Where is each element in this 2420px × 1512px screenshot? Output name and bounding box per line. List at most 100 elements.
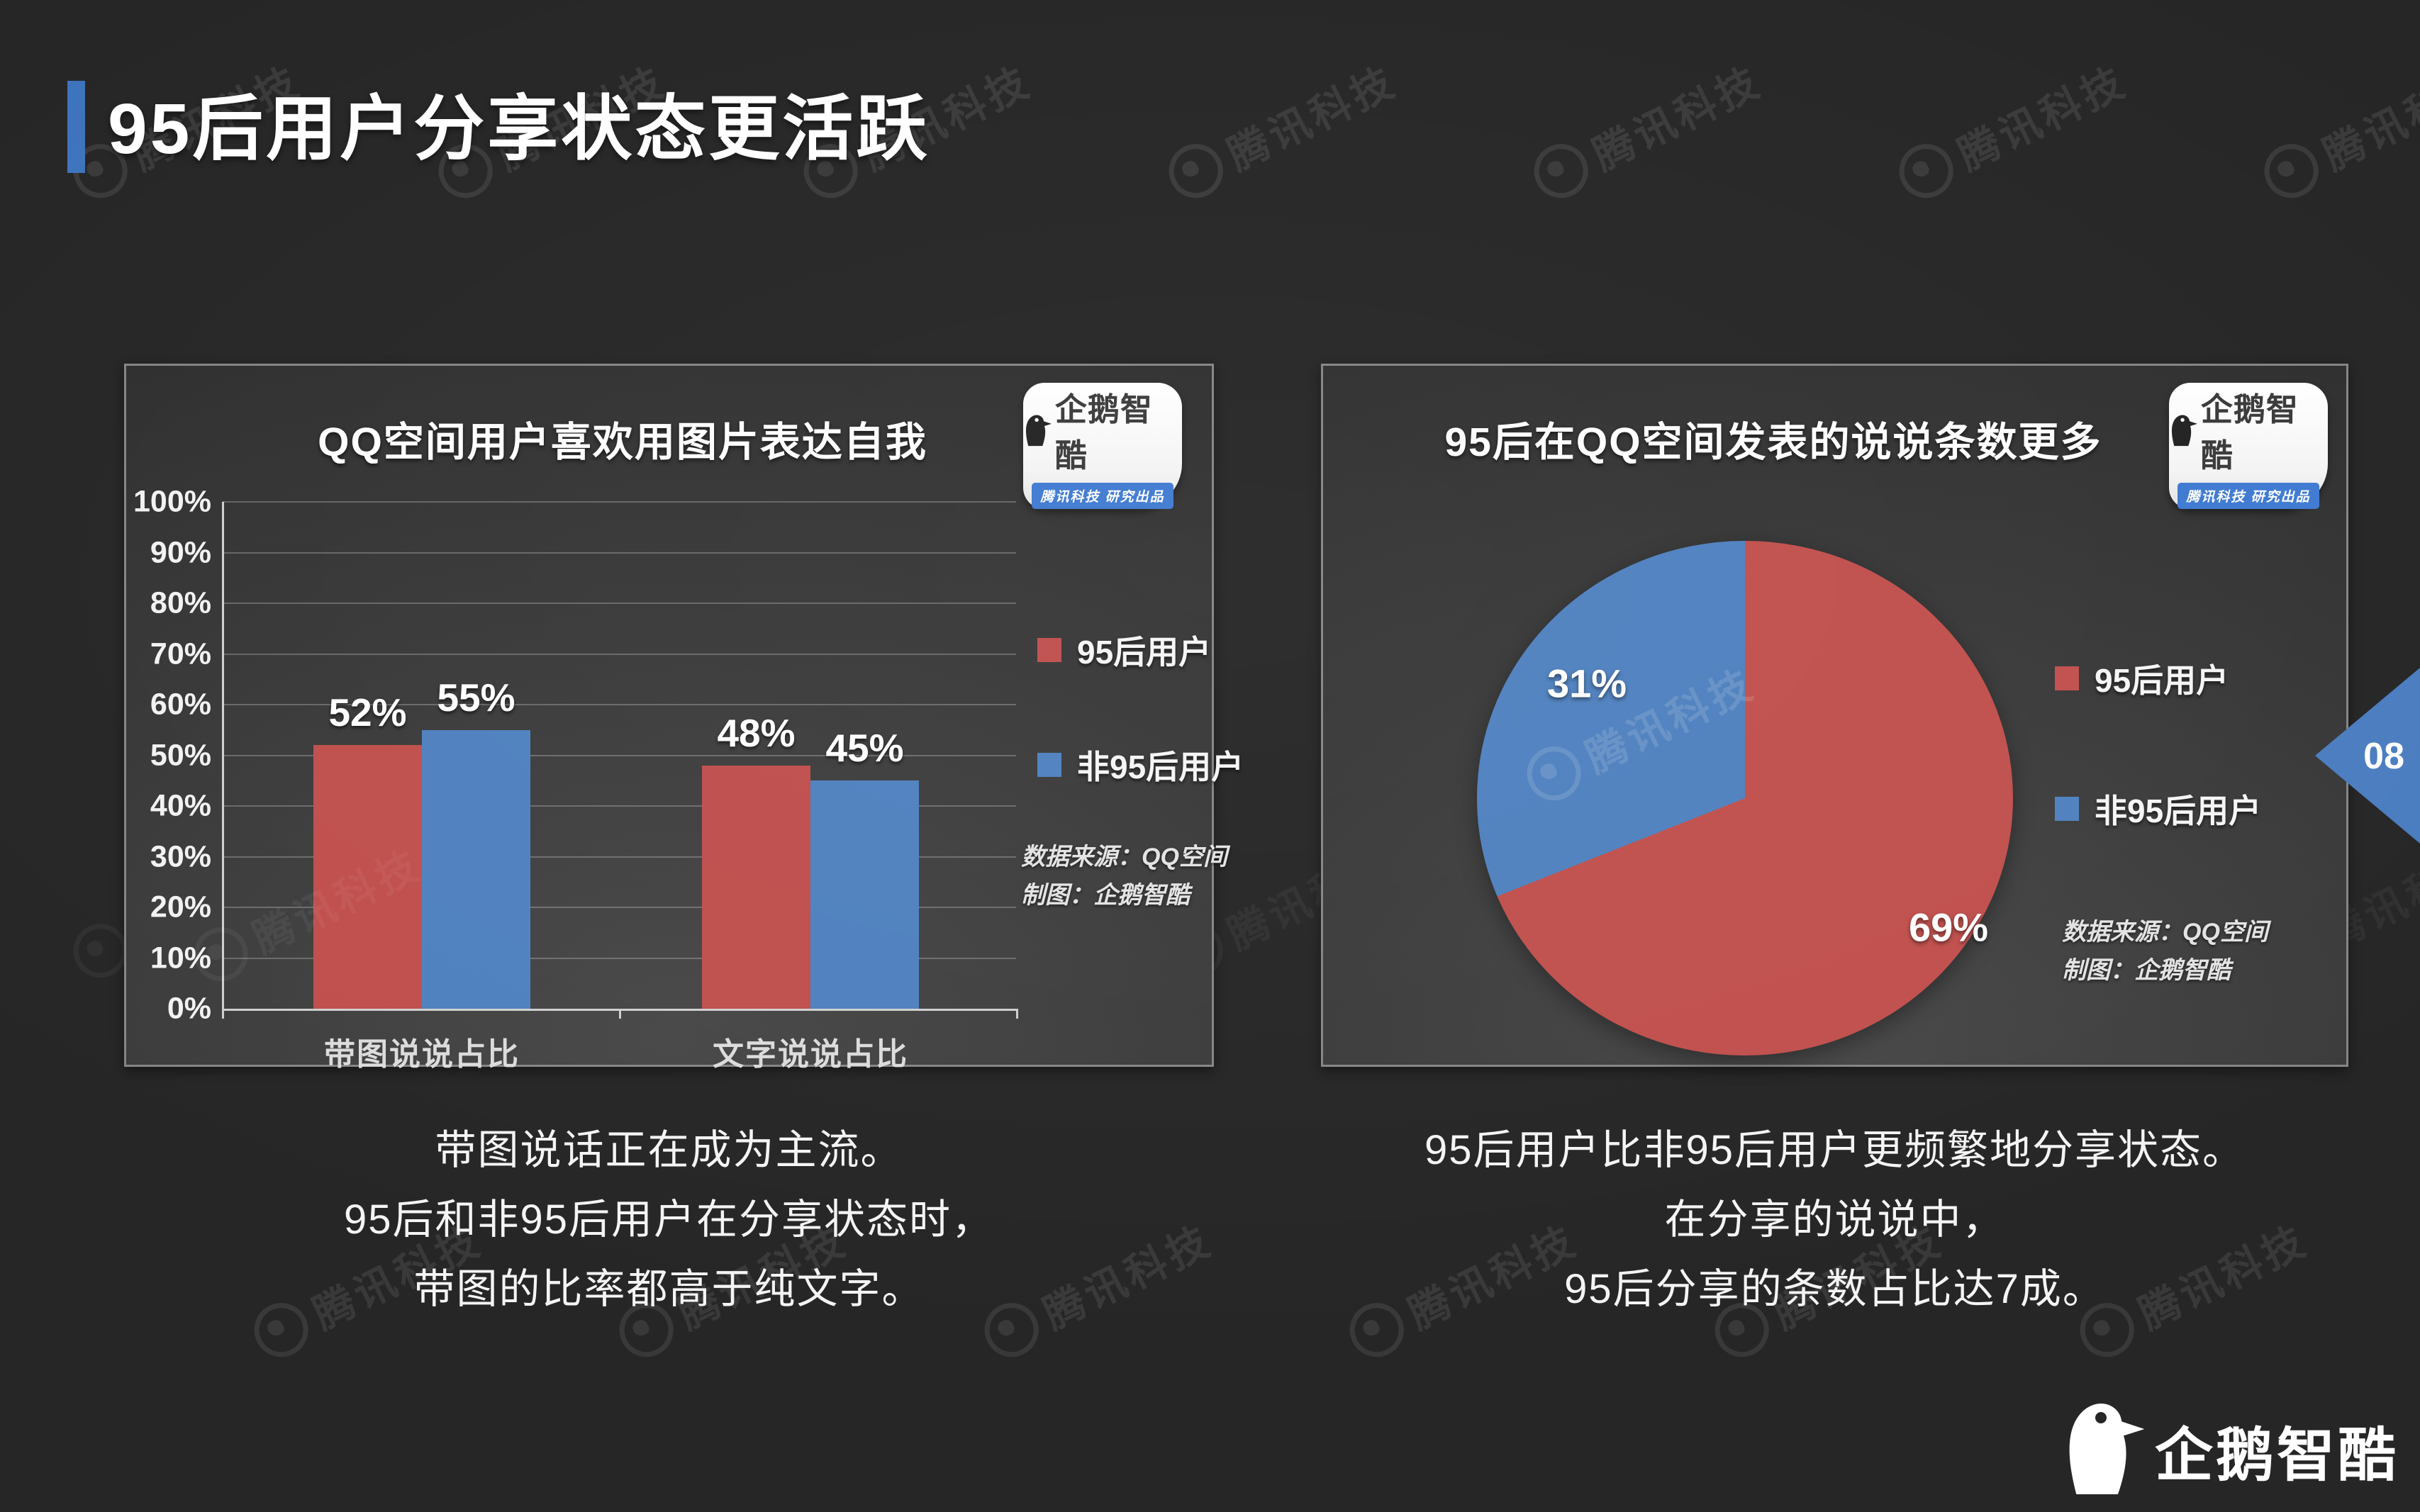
legend-item-95: 95后用户 [2055, 655, 2261, 702]
tencent-tech-watermark: 腾讯科技 [2254, 48, 2420, 209]
tencent-tech-watermark: 腾讯科技 [1524, 48, 1771, 209]
badge-brand: 企鹅智酷 [2169, 383, 2328, 476]
x-axis-tick [222, 1009, 224, 1019]
watermark-text: 腾讯科技 [1585, 57, 1770, 179]
legend-item-non95: 非95后用户 [2055, 785, 2261, 832]
watermark-logo-icon [1890, 135, 1963, 207]
pie-chart-title: 95后在QQ空间发表的说说条数更多 [1444, 420, 2102, 465]
y-axis-tick-label: 50% [150, 738, 211, 772]
legend-item-95: 95后用户 [1037, 627, 1244, 673]
badge-banner: 腾讯科技 研究出品 [2178, 482, 2319, 509]
badge-brand-text: 企鹅智酷 [1054, 391, 1153, 474]
penguin-icon [2069, 1403, 2145, 1494]
penguin-icon [1025, 415, 1052, 446]
penguin-intelligence-badge: 企鹅智酷 腾讯科技 研究出品 [1023, 383, 1182, 509]
tencent-tech-watermark: 腾讯科技 [1159, 48, 1405, 209]
bar-95后用户-带图说说占比 [313, 745, 422, 1009]
gridline [222, 754, 1016, 756]
caption-left: 带图说话正在成为主流。 95后和非95后用户在分享状态时， 带图的比率都高于纯文… [124, 1116, 1214, 1324]
bar-95后用户-文字说说占比 [702, 765, 810, 1009]
y-axis-tick-label: 100% [133, 484, 211, 519]
legend-swatch-blue [1037, 753, 1061, 777]
gridline [222, 907, 1016, 908]
footer-logo-text: 企鹅智酷 [2154, 1423, 2399, 1488]
caption-line: 95后和非95后用户在分享状态时， [343, 1197, 995, 1243]
y-axis-tick-label: 0% [167, 991, 211, 1026]
bar-chart-legend: 95后用户 非95后用户 [1037, 627, 1244, 788]
gridline [222, 704, 1016, 705]
pie-label-red: 69% [1908, 905, 1989, 950]
gridline [222, 957, 1016, 959]
penguin-icon [2171, 415, 2197, 446]
legend-item-non95: 非95后用户 [1037, 741, 1244, 788]
page-title: 95后用户分享状态更活跃 [108, 89, 930, 169]
legend-label: 95后用户 [2095, 662, 2229, 699]
legend-label: 95后用户 [1077, 634, 1212, 671]
footer-logo: 企鹅智酷 [2061, 1393, 2399, 1499]
caption-line: 95后分享的条数占比达7成。 [1564, 1266, 2105, 1312]
title-accent-bar [67, 81, 85, 173]
pie-label-blue: 31% [1546, 661, 1627, 706]
y-axis-tick-label: 20% [150, 890, 211, 924]
legend-label: 非95后用户 [1077, 749, 1244, 785]
watermark-text: 腾讯科技 [2316, 57, 2420, 179]
page-number: 08 [2363, 735, 2404, 777]
badge-banner: 腾讯科技 研究出品 [1032, 482, 1173, 509]
penguin-intelligence-badge: 企鹅智酷 腾讯科技 研究出品 [2169, 383, 2328, 509]
watermark-logo-icon [1524, 135, 1597, 207]
bar-非95后用户-文字说说占比 [810, 780, 919, 1009]
caption-line: 在分享的说说中， [1664, 1197, 2005, 1243]
pie [1477, 541, 2013, 1055]
x-axis-category-label: 带图说说占比 [324, 1037, 520, 1072]
gridline [222, 501, 1016, 503]
x-axis-tick [619, 1009, 621, 1019]
pie-chart-panel: 95后在QQ空间发表的说说条数更多 企鹅智酷 腾讯科技 研究出品 31% 69%… [1321, 364, 2348, 1067]
legend-swatch-red [2055, 666, 2079, 690]
tencent-tech-watermark: 腾讯科技 [1889, 48, 2136, 209]
y-axis-tick-label: 80% [150, 586, 211, 620]
gridline [222, 603, 1016, 604]
caption-line: 95后用户比非95后用户更频繁地分享状态。 [1424, 1127, 2246, 1173]
source-line: 数据来源：QQ空间 [2062, 919, 2268, 946]
caption-line: 带图的比率都高于纯文字。 [413, 1266, 925, 1312]
source-line: 制图：企鹅智酷 [1021, 882, 1190, 909]
caption-line: 带图说话正在成为主流。 [435, 1127, 903, 1173]
gridline [222, 653, 1016, 655]
source-line: 数据来源：QQ空间 [1021, 844, 1227, 870]
watermark-logo-icon [1159, 135, 1232, 207]
source-line: 制图：企鹅智酷 [2062, 957, 2231, 984]
y-axis-tick-label: 70% [150, 637, 211, 671]
watermark-logo-icon [2255, 135, 2328, 207]
y-axis-tick-label: 90% [150, 535, 211, 569]
bar-value-label: 55% [437, 675, 515, 719]
y-axis-tick-label: 60% [150, 687, 211, 722]
y-axis-tick-label: 30% [150, 839, 211, 873]
bar-非95后用户-带图说说占比 [422, 729, 530, 1009]
bar-chart-title: QQ空间用户喜欢用图片表达自我 [318, 420, 927, 465]
header: 95后用户分享状态更活跃 [67, 71, 930, 174]
y-axis-tick-label: 40% [150, 788, 211, 823]
gridline [222, 856, 1016, 858]
watermark-text: 腾讯科技 [1220, 57, 1405, 179]
pie-chart-source: 数据来源：QQ空间 制图：企鹅智酷 [2062, 913, 2268, 990]
caption-right: 95后用户比非95后用户更频繁地分享状态。 在分享的说说中， 95后分享的条数占… [1321, 1116, 2348, 1324]
gridline [222, 805, 1016, 807]
bar-chart-source: 数据来源：QQ空间 制图：企鹅智酷 [1021, 838, 1227, 914]
bar-chart-panel: QQ空间用户喜欢用图片表达自我 企鹅智酷 腾讯科技 研究出品 0% 10% 20% 3… [124, 364, 1244, 1072]
x-axis-tick [1016, 1009, 1018, 1019]
bar-chart-plot: 0% 10% 20% 30% 40% 50% 60% 70% 80% 90% 100% 52% 48% 5… [126, 366, 1212, 1072]
pie-chart-legend: 95后用户 非95后用户 [2055, 655, 2261, 832]
badge-brand-text: 企鹅智酷 [2200, 391, 2299, 474]
bar-value-label: 48% [717, 710, 796, 755]
watermark-text: 腾讯科技 [1951, 57, 2135, 179]
x-axis-category-label: 文字说说占比 [713, 1037, 908, 1072]
bar-value-label: 52% [328, 690, 407, 735]
legend-label: 非95后用户 [2095, 793, 2262, 829]
badge-brand: 企鹅智酷 [1023, 383, 1182, 476]
bar-value-label: 45% [825, 726, 904, 771]
y-axis [222, 502, 224, 1009]
legend-swatch-blue [2055, 797, 2079, 821]
gridline [222, 551, 1016, 554]
legend-swatch-red [1037, 638, 1061, 662]
